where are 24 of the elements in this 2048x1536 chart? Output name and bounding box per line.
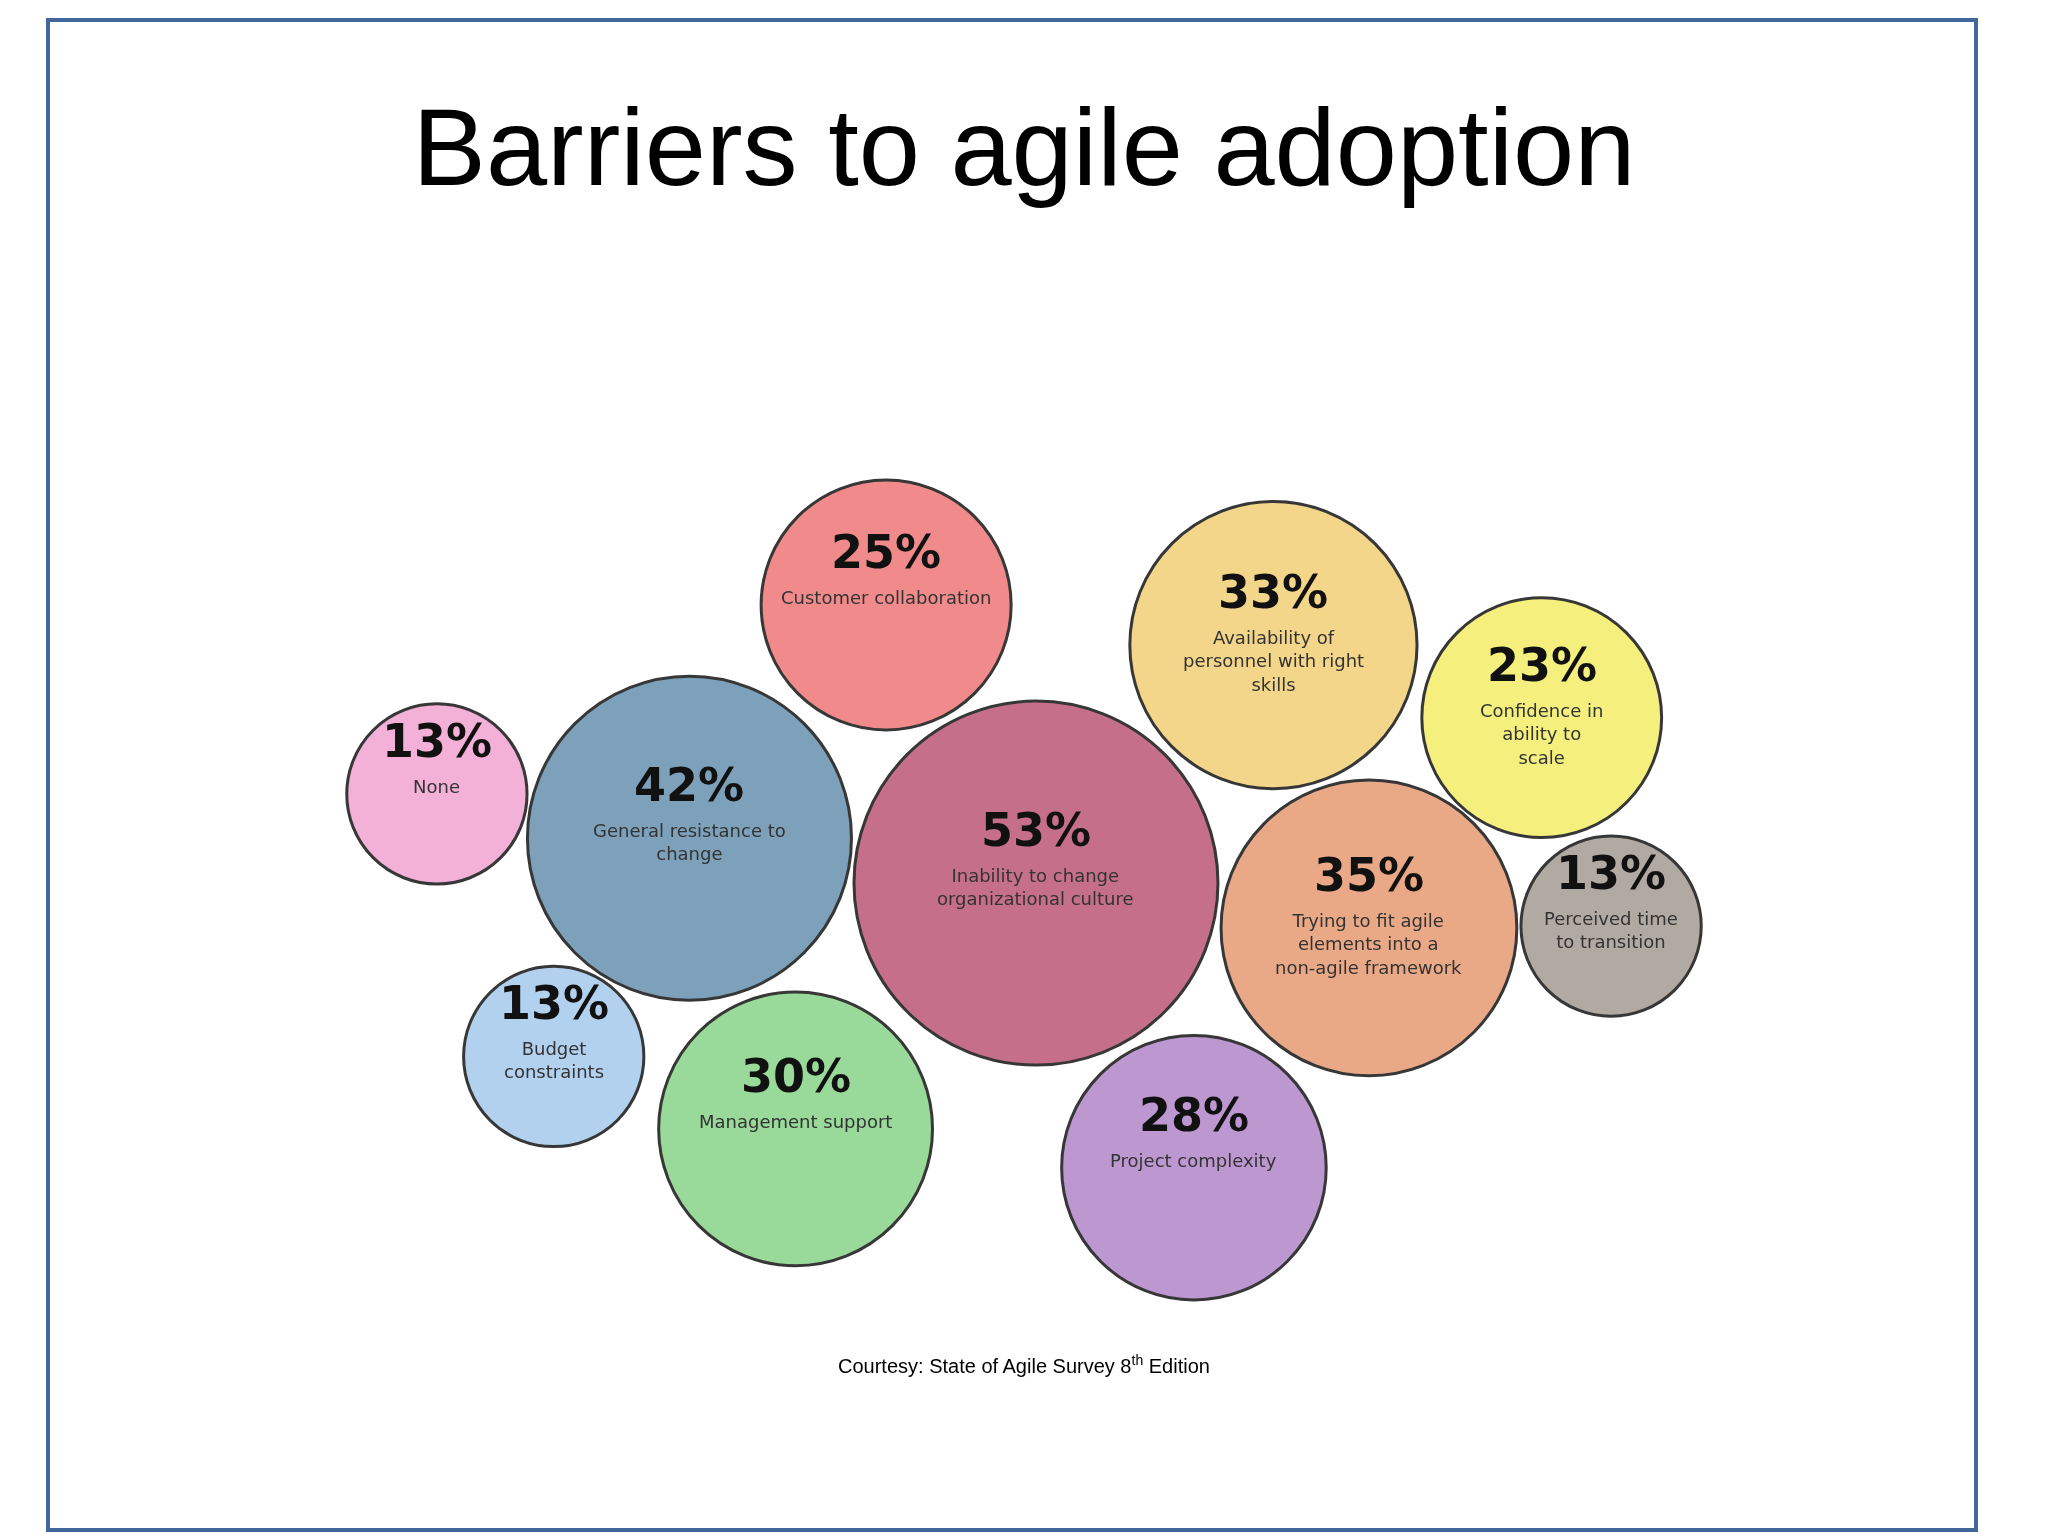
category-label: Trying to fit agile elements into a non-agile framework	[1275, 910, 1463, 978]
category-label: Management support	[699, 1111, 893, 1132]
data-label: 33%	[1218, 565, 1329, 619]
category-label: Project complexity	[1110, 1150, 1277, 1171]
data-label: 53%	[981, 803, 1092, 857]
text: Courtesy: State of Agile Survey 8$^{th}$ Edition	[838, 1352, 1210, 1378]
data-label: 42%	[634, 758, 745, 812]
data-label: 13%	[499, 976, 610, 1030]
data-label: 25%	[831, 525, 942, 579]
data-label: 13%	[382, 714, 493, 768]
data-label: 35%	[1314, 848, 1425, 902]
data-label: 30%	[741, 1049, 852, 1103]
category-label: Perceived time to transition	[1544, 908, 1678, 953]
category-label: Confidence in ability to scale	[1480, 700, 1604, 768]
category-label: None	[413, 776, 460, 797]
category-label: General resistance to change	[593, 820, 786, 865]
data-label: 13%	[1556, 846, 1667, 900]
category-label: Inability to change organizational culture	[937, 865, 1134, 910]
data-label: 28%	[1139, 1088, 1250, 1142]
text: Barriers to agile adoption	[412, 84, 1636, 208]
data-label: 23%	[1487, 638, 1598, 692]
category-label: Budget constraints	[504, 1038, 605, 1083]
category-label: Customer collaboration	[781, 587, 992, 608]
category-label: Availability of personnel with right skills	[1183, 627, 1365, 695]
